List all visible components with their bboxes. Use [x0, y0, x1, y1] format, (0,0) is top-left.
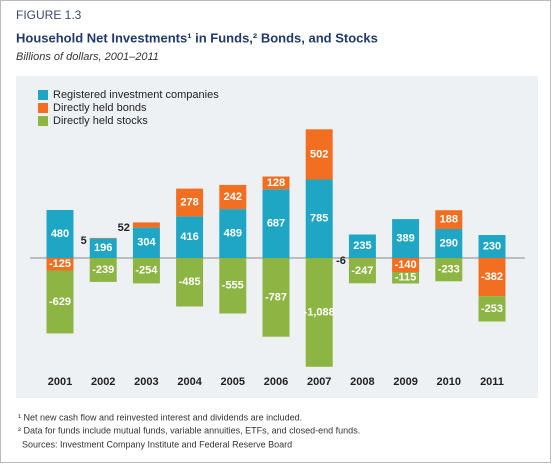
x-tick-label: 2005 — [221, 376, 245, 388]
bar-segment — [46, 258, 74, 271]
data-label: -1,088 — [304, 306, 335, 318]
data-label: -555 — [222, 280, 244, 292]
data-label: 480 — [51, 228, 69, 240]
data-label: -253 — [481, 303, 503, 315]
x-tick-label: 2009 — [393, 376, 417, 388]
legend-label: Directly held stocks — [53, 115, 148, 127]
data-label: -629 — [49, 296, 71, 308]
x-tick-label: 2010 — [437, 376, 461, 388]
data-label: 687 — [267, 218, 285, 230]
data-label: 235 — [353, 240, 371, 252]
bar-segment — [89, 237, 117, 239]
data-label: -115 — [395, 272, 416, 284]
figure-label: FIGURE 1.3 — [16, 8, 82, 22]
data-label: 5 — [81, 235, 87, 247]
footnote: ¹ Net new cash flow and reinvested inter… — [18, 412, 302, 422]
bar-segment — [348, 258, 376, 284]
bar-segment — [176, 258, 204, 307]
bar-segment — [46, 270, 74, 334]
bar-segment — [435, 210, 463, 229]
bar-segment — [219, 209, 247, 258]
bar-segment — [219, 258, 247, 314]
bar-segment — [305, 179, 333, 258]
legend-label: Registered investment companies — [53, 89, 219, 101]
bar-segment — [478, 235, 506, 258]
data-label: -6 — [336, 255, 346, 267]
data-label: 242 — [224, 191, 242, 203]
data-label: -247 — [351, 265, 373, 277]
source: Sources: Investment Company Institute an… — [22, 439, 292, 449]
data-label: -382 — [481, 271, 503, 283]
bar-segment — [89, 258, 117, 282]
chart-title: Household Net Investments¹ in Funds,² Bo… — [16, 30, 378, 45]
data-label: -239 — [92, 264, 114, 276]
x-tick-label: 2003 — [134, 376, 158, 388]
data-label: -254 — [135, 265, 158, 277]
bar-segment — [219, 184, 247, 210]
bar-segment — [176, 188, 204, 217]
data-label: 196 — [94, 242, 112, 254]
data-label: 230 — [483, 240, 501, 252]
data-label: -485 — [179, 276, 201, 288]
chart-subtitle: Billions of dollars, 2001–2011 — [16, 51, 159, 63]
bar-segment — [392, 258, 420, 272]
x-tick-label: 2002 — [91, 376, 115, 388]
bar-segment — [132, 222, 160, 228]
data-label: -140 — [395, 259, 417, 271]
bar-segment — [435, 258, 463, 282]
legend-label: Directly held bonds — [53, 102, 147, 114]
data-label: -233 — [438, 264, 460, 276]
bar-segment — [348, 258, 376, 259]
data-label: 52 — [118, 222, 130, 234]
bar-segment — [262, 189, 290, 258]
bar-segment — [305, 129, 333, 180]
bar-segment — [262, 258, 290, 337]
bar-segment — [176, 216, 204, 258]
bar-segment — [478, 296, 506, 322]
x-tick-label: 2006 — [264, 376, 288, 388]
bar-segment — [262, 176, 290, 190]
data-label: 416 — [180, 231, 198, 243]
data-label: 304 — [137, 237, 156, 249]
bar-segment — [478, 258, 506, 297]
x-tick-label: 2001 — [48, 376, 72, 388]
data-label: 785 — [310, 213, 328, 225]
data-label: 128 — [267, 177, 285, 189]
data-label: -787 — [265, 291, 287, 303]
data-label: 502 — [310, 148, 328, 160]
bar-segment — [132, 258, 160, 284]
bar-segment — [348, 234, 376, 258]
x-tick-label: 2008 — [350, 376, 374, 388]
legend-swatch — [38, 103, 48, 113]
data-label: 389 — [396, 232, 414, 244]
bar-segment — [46, 210, 74, 258]
data-label: 290 — [440, 237, 458, 249]
data-label: -125 — [49, 258, 71, 270]
data-label: 489 — [224, 227, 242, 239]
legend-swatch — [38, 116, 48, 126]
bar-segment — [435, 229, 463, 258]
x-tick-label: 2004 — [177, 376, 202, 388]
bar-segment — [392, 219, 420, 258]
bar-segment — [392, 272, 420, 284]
x-tick-label: 2007 — [307, 376, 331, 388]
data-label: 278 — [180, 196, 198, 208]
x-tick-label: 2011 — [480, 376, 504, 388]
bar-segment — [89, 238, 117, 258]
data-label: 188 — [440, 214, 458, 226]
legend-swatch — [38, 90, 48, 100]
bar-segment — [305, 258, 333, 367]
footnote: ² Data for funds include mutual funds, v… — [18, 425, 360, 435]
bar-segment — [132, 227, 160, 258]
